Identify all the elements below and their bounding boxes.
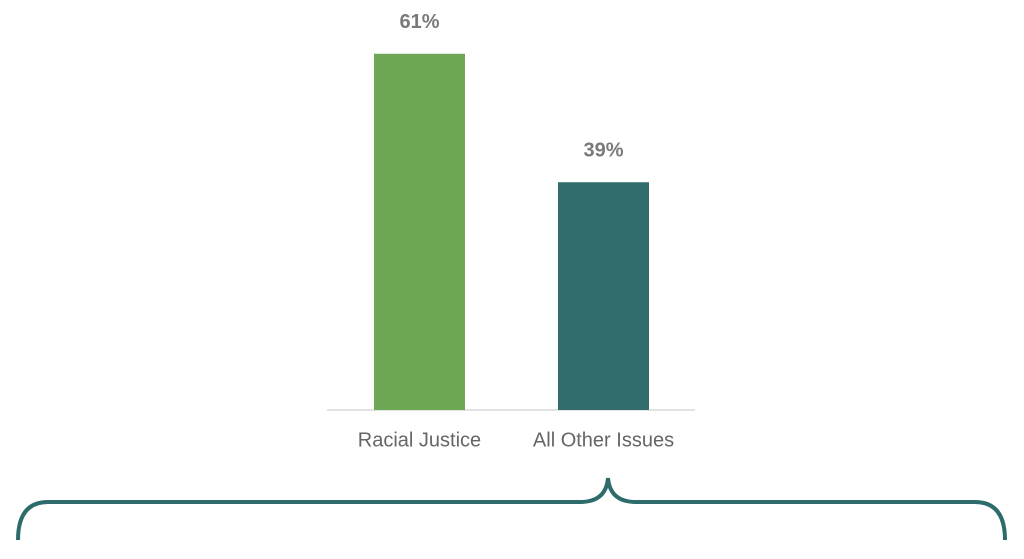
value-label: 61%	[399, 11, 439, 33]
x-tick-label: Racial Justice	[358, 429, 481, 451]
brace	[16, 477, 1007, 541]
bar	[558, 182, 649, 410]
value-label: 39%	[583, 140, 623, 162]
bar	[374, 53, 465, 410]
x-tick-label: All Other Issues	[533, 429, 674, 451]
